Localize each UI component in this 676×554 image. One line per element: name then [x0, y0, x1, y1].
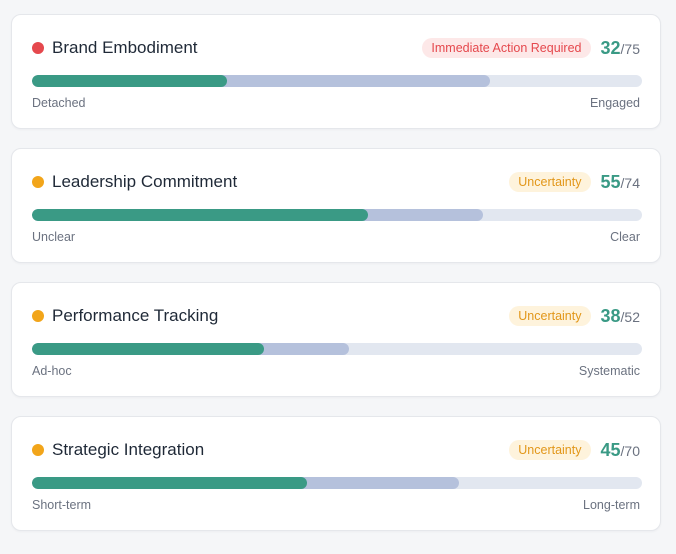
- scale-label-left: Short-term: [32, 498, 92, 512]
- score-value: 55: [600, 171, 621, 192]
- progress-primary-fill: [32, 209, 368, 221]
- score-value: 32: [600, 37, 621, 58]
- status-dot: [32, 310, 44, 322]
- progress-track: [32, 75, 642, 87]
- card-status-group: Immediate Action Required 32 /75: [422, 36, 640, 60]
- status-dot: [32, 176, 44, 188]
- score: 55 /74: [601, 172, 641, 193]
- card-status-group: Uncertainty 45 /70: [509, 438, 640, 462]
- score: 32 /75: [601, 38, 641, 59]
- scale-label-right: Long-term: [583, 498, 640, 512]
- progress-primary-fill: [32, 75, 228, 87]
- card-title: Performance Tracking: [52, 306, 219, 325]
- scale-label-left: Ad-hoc: [32, 364, 72, 378]
- scale-label-right: Clear: [610, 230, 640, 244]
- scale-label-right: Systematic: [578, 364, 640, 378]
- status-badge: Uncertainty: [509, 172, 591, 192]
- scale-label-left: Unclear: [32, 230, 76, 244]
- card-status-group: Uncertainty 38 /52: [509, 304, 640, 328]
- assessment-card-strategic-integration: Strategic Integration Uncertainty 45 /70…: [11, 416, 661, 531]
- assessment-card-leadership-commitment: Leadership Commitment Uncertainty 55 /74…: [11, 148, 661, 263]
- status-dot: [32, 42, 44, 54]
- progress-track: [32, 343, 642, 355]
- progress-primary-fill: [32, 343, 264, 355]
- card-title: Leadership Commitment: [52, 172, 238, 191]
- status-dot: [32, 444, 44, 456]
- status-badge: Immediate Action Required: [422, 38, 591, 58]
- score: 38 /52: [601, 306, 641, 327]
- score-value: 45: [600, 439, 621, 460]
- card-title: Strategic Integration: [52, 440, 205, 459]
- status-badge: Uncertainty: [509, 306, 591, 326]
- progress-track: [32, 209, 642, 221]
- card-status-group: Uncertainty 55 /74: [509, 170, 640, 194]
- scale-label-left: Detached: [32, 96, 86, 110]
- assessment-card-brand-embodiment: Brand Embodiment Immediate Action Requir…: [11, 14, 661, 129]
- card-title: Brand Embodiment: [52, 38, 198, 57]
- score-value: 38: [600, 305, 621, 326]
- progress-track: [32, 477, 642, 489]
- assessment-card-performance-tracking: Performance Tracking Uncertainty 38 /52 …: [11, 282, 661, 397]
- score-max: /70: [620, 442, 640, 459]
- status-badge: Uncertainty: [509, 440, 591, 460]
- score: 45 /70: [601, 440, 641, 461]
- scale-label-right: Engaged: [589, 96, 640, 110]
- progress-primary-fill: [32, 477, 307, 489]
- score-max: /75: [620, 40, 640, 57]
- score-max: /52: [620, 308, 640, 325]
- score-max: /74: [620, 174, 640, 191]
